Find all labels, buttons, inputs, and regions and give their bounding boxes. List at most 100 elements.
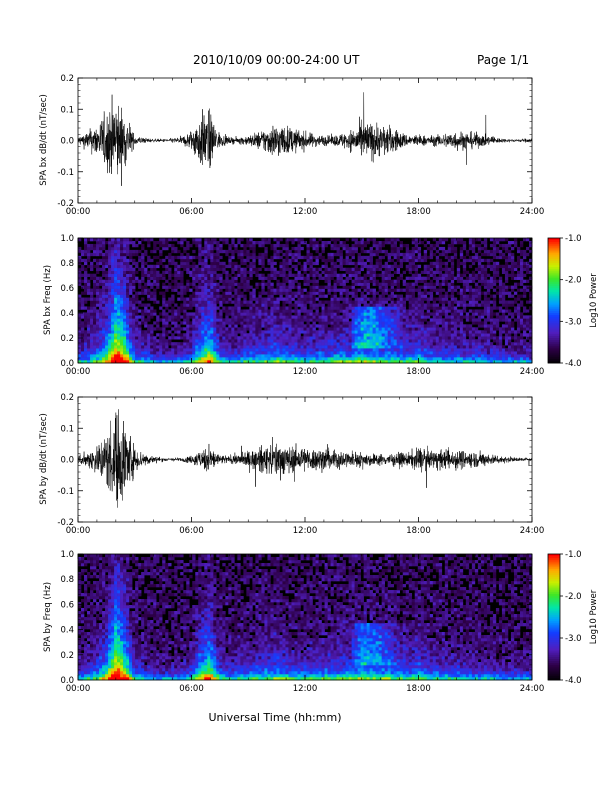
spectrogram-cell [429,273,434,277]
spectrogram-cell [123,252,127,257]
spectrogram-cell [225,252,229,257]
spectrogram-cell [330,294,334,298]
spectrogram-cell [465,324,470,328]
spectrogram-cell [318,321,322,325]
spectrogram-cell [162,240,166,245]
spectrogram-cell [201,348,205,352]
spectrogram-cell [411,357,416,361]
spectrogram-cell [486,339,491,343]
spectrogram-cell [261,324,265,328]
spectrogram-cell [201,270,205,275]
spectrogram-cell [387,309,391,313]
spectrogram-cell [273,297,277,301]
spectrogram-cell [324,264,328,269]
spectrogram-cell [318,276,322,280]
spectrogram-cell [291,345,295,349]
spectrogram-cell [393,345,398,349]
spectrogram-cell [93,321,97,325]
spectrogram-cell [465,360,470,364]
spectrogram-cell [132,276,136,280]
spectrogram-cell [165,246,169,251]
spectrogram-cell [453,336,458,340]
spectrogram-cell [303,255,307,260]
spectrogram-cell [246,315,250,319]
spectrogram-cell [459,246,464,251]
spectrogram-cell [468,336,473,340]
spectrogram-cell [195,360,199,364]
spectrogram-cell [360,249,364,254]
spectrogram-cell [408,321,413,325]
spectrogram-cell [276,345,280,349]
spectrogram-cell [90,264,94,269]
spectrogram-cell [264,348,268,352]
spectrogram-cell [486,333,491,337]
spectrogram-cell [225,330,229,334]
spectrogram-cell [285,300,289,304]
spectrogram-cell [150,249,154,254]
spectrogram-cell [279,306,283,310]
spectrogram-cell [156,354,160,358]
spectrogram-cell [147,345,151,349]
spectrogram-cell [456,309,461,313]
spectrogram-cell [399,357,404,361]
spectrogram-cell [297,249,301,254]
spectrogram-cell [375,324,379,328]
spectrogram-cell [78,255,82,260]
spectrogram-cell [210,324,214,328]
spectrogram-cell [387,360,391,364]
spectrogram-cell [405,348,410,352]
spectrogram-cell [273,354,277,358]
spectrogram-cell [225,240,229,245]
spectrogram-cell [249,330,253,334]
spectrogram-cell [375,300,379,304]
spectrogram-cell [279,345,283,349]
spectrogram-cell [444,324,449,328]
spectrogram-cell [213,330,217,334]
spectrogram-cell [348,303,352,307]
spectrogram-cell [138,285,142,289]
spectrogram-cell [393,264,398,269]
spectrogram-cell [102,294,106,298]
spectrogram-cell [363,321,367,325]
spectrogram-cell [105,282,109,286]
spectrogram-cell [99,315,103,319]
spectrogram-cell [402,360,407,364]
spectrogram-cell [246,357,250,361]
spectrogram-cell [267,327,271,331]
spectrogram-cell [432,264,437,269]
spectrogram-cell [375,306,379,310]
spectrogram-cell [165,306,169,310]
spectrogram-cell [354,300,358,304]
spectrogram-cell [471,318,476,322]
spectrogram-cell [195,357,199,361]
spectrogram-cell [489,360,494,364]
spectrogram-cell [303,303,307,307]
spectrogram-cell [159,336,163,340]
spectrogram-cell [489,285,494,289]
spectrogram-cell [111,318,115,322]
spectrogram-cell [270,339,274,343]
spectrogram-cell [324,333,328,337]
spectrogram-cell [228,288,232,292]
spectrogram-cell [474,267,479,272]
spectrogram-cell [168,336,172,340]
spectrogram-cell [312,360,316,364]
spectrogram-cell [348,252,352,257]
spectrogram-cell [498,330,503,334]
spectrogram-cell [264,351,268,355]
spectrogram-cell [219,297,223,301]
spectrogram-cell [354,315,358,319]
spectrogram-cell [333,279,337,283]
spectrogram-cell [261,258,265,263]
spectrogram-cell [87,342,91,346]
spectrogram-cell [132,279,136,283]
spectrogram-cell [441,348,446,352]
spectrogram-cell [315,258,319,263]
spectrogram-cell [126,300,130,304]
spectrogram-cell [120,327,124,331]
spectrogram-cell [123,309,127,313]
spectrogram-cell [165,354,169,358]
spectrogram-cell [96,339,100,343]
spectrogram-cell [447,255,452,260]
